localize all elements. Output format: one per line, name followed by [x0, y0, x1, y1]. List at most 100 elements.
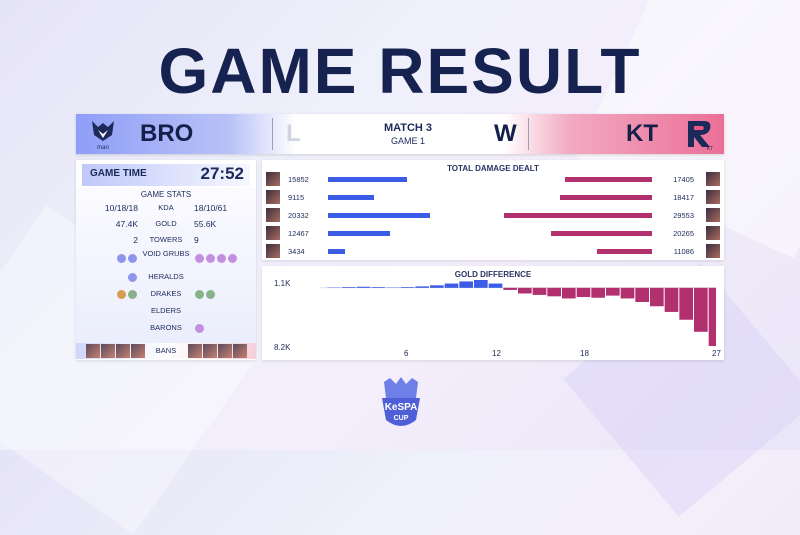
gold-label: GOLD — [138, 219, 194, 228]
drake-icon — [206, 290, 215, 299]
bro-logo-icon: man — [86, 117, 120, 151]
page-title: GAME RESULT — [0, 34, 800, 108]
gold-diff-bar — [591, 288, 605, 298]
gold-row: 47.4K GOLD 55.6K — [76, 219, 256, 233]
kda-right: 18/10/61 — [194, 203, 256, 213]
damage-title: TOTAL DAMAGE DEALT — [262, 164, 724, 173]
gold-diff-x-tick: 27 — [712, 349, 721, 358]
stats-table: GAME STATS 10/18/18 KDA 18/10/61 47.4K G… — [76, 188, 256, 358]
kda-row: 10/18/18 KDA 18/10/61 — [76, 203, 256, 217]
gold-diff-bar — [547, 288, 561, 297]
left-team-name: BRO — [140, 120, 193, 148]
void-grubs-left — [76, 253, 138, 263]
gold-diff-bar — [562, 288, 576, 299]
gold-diff-bar — [650, 288, 664, 306]
ban-champion-portrait — [116, 344, 130, 358]
right-champion-portrait — [706, 172, 720, 186]
heralds-row: HERALDS — [76, 272, 256, 286]
heralds-label: HERALDS — [138, 272, 194, 281]
match-label: MATCH 3 — [358, 122, 458, 134]
right-team-name: KT — [626, 120, 658, 148]
game-stats-panel: GAME TIME 27:52 GAME STATS 10/18/18 KDA … — [76, 160, 256, 360]
gold-diff-bottom-label: 8.2K — [274, 343, 290, 352]
left-champion-portrait — [266, 190, 280, 204]
gold-diff-bar — [401, 287, 415, 288]
svg-text:KT: KT — [707, 146, 713, 151]
right-damage-bar — [504, 213, 652, 218]
gold-diff-bar — [518, 288, 532, 294]
drakes-left — [76, 289, 138, 299]
void-grub-icon — [128, 254, 137, 263]
drakes-row: DRAKES — [76, 289, 256, 303]
gold-diff-bar — [665, 288, 679, 312]
void-grub-icon — [117, 254, 126, 263]
svg-text:man: man — [97, 145, 109, 151]
drake-icon — [195, 290, 204, 299]
gold-left: 47.4K — [76, 219, 138, 229]
score-bar: man BRO L MATCH 3 GAME 1 W KT KT — [76, 114, 724, 154]
right-team-result: W — [494, 120, 517, 148]
gold-diff-bar — [606, 288, 620, 296]
left-damage-bar — [328, 177, 407, 182]
gold-diff-bar — [474, 280, 488, 288]
left-damage-value: 9115 — [288, 193, 304, 202]
ban-champion-portrait — [218, 344, 232, 358]
drakes-label: DRAKES — [138, 289, 194, 298]
right-damage-bar — [565, 177, 652, 182]
right-damage-bar — [551, 231, 652, 236]
void-grub-icon — [217, 254, 226, 263]
gold-diff-bar — [635, 288, 649, 302]
gold-diff-x-tick: 6 — [404, 349, 408, 358]
ban-champion-portrait — [131, 344, 145, 358]
right-champion-portrait — [706, 208, 720, 222]
drake-icon — [117, 290, 126, 299]
bans-label: BANS — [148, 346, 184, 355]
barons-right — [194, 323, 256, 333]
void-grub-icon — [206, 254, 215, 263]
right-damage-bar — [597, 249, 652, 254]
left-damage-value: 15852 — [288, 175, 309, 184]
gold-diff-bar — [621, 288, 635, 299]
gold-diff-bar — [357, 287, 371, 288]
gold-right: 55.6K — [194, 219, 256, 229]
right-champion-portrait — [706, 244, 720, 258]
barons-label: BARONS — [138, 323, 194, 332]
left-damage-bar — [328, 231, 390, 236]
gold-diff-title: GOLD DIFFERENCE — [262, 270, 724, 279]
ban-champion-portrait — [101, 344, 115, 358]
game-time-value: 27:52 — [201, 164, 244, 184]
gold-diff-bar — [371, 287, 385, 288]
gold-diff-bar — [415, 286, 429, 287]
towers-label: TOWERS — [138, 235, 194, 244]
ban-champion-portrait — [188, 344, 202, 358]
divider — [528, 118, 529, 150]
herald-icon — [128, 273, 137, 282]
gold-diff-bar — [694, 288, 708, 332]
left-champion-portrait — [266, 226, 280, 240]
left-champion-portrait — [266, 208, 280, 222]
heralds-left — [76, 272, 138, 282]
drake-icon — [128, 290, 137, 299]
left-champion-portrait — [266, 244, 280, 258]
drakes-right — [194, 289, 256, 299]
gold-diff-bar — [533, 288, 547, 295]
towers-left: 2 — [76, 235, 138, 245]
right-damage-value: 18417 — [673, 193, 694, 202]
game-label: GAME 1 — [358, 136, 458, 146]
ban-champion-portrait — [203, 344, 217, 358]
bans-row: BANS — [76, 343, 256, 359]
right-damage-value: 20265 — [673, 229, 694, 238]
void-grubs-right — [194, 253, 256, 263]
gold-diff-top-label: 1.1K — [274, 279, 290, 288]
ban-champion-portrait — [233, 344, 247, 358]
void-grub-icon — [228, 254, 237, 263]
gold-diff-bar — [709, 288, 716, 346]
left-champion-portrait — [266, 172, 280, 186]
left-damage-bar — [328, 195, 374, 200]
right-champion-portrait — [706, 190, 720, 204]
kda-left: 10/18/18 — [76, 203, 138, 213]
left-damage-value: 20332 — [288, 211, 309, 220]
void-grubs-label: VOID GRUBS — [138, 250, 194, 258]
